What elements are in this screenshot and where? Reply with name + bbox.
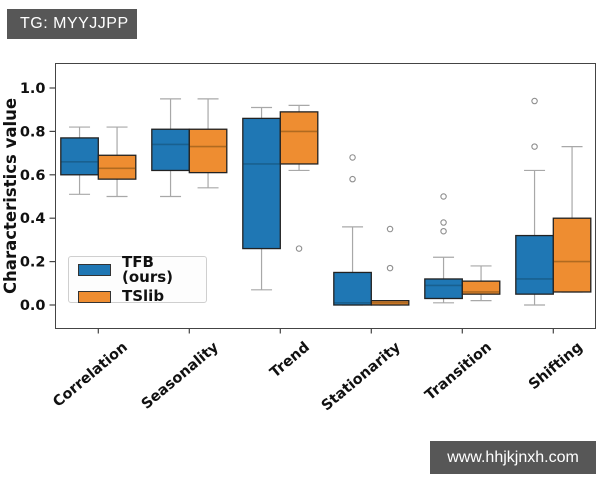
legend-swatch-tslib	[78, 290, 111, 303]
x-tick-label-transition: Transition	[422, 339, 495, 404]
outlier-tslib-stationarity	[386, 264, 394, 272]
box-tfb-ours-seasonality	[151, 128, 190, 172]
tag-badge-label: TG: MYYJJPP	[20, 15, 129, 32]
box-tslib-correlation	[97, 154, 137, 180]
watermark-badge: www.hhjkjnxh.com	[430, 441, 596, 474]
outlier-tfb-ours-stationarity	[349, 175, 356, 183]
legend-label-tfb: TFB (ours)	[122, 253, 174, 286]
y-tick-label: 0.4	[20, 211, 46, 227]
box-tfb-ours-stationarity	[333, 271, 372, 306]
x-tick-label-shifting: Shifting	[526, 339, 586, 393]
box-tfb-ours-trend	[242, 117, 281, 250]
outlier-tfb-ours-transition	[440, 227, 447, 235]
box-tfb-ours-transition	[424, 278, 463, 300]
y-tick-label: 0.2	[20, 255, 46, 271]
tag-badge: TG: MYYJJPP	[7, 9, 137, 39]
outlier-tfb-ours-transition	[440, 219, 447, 226]
outlier-tslib-trend	[295, 245, 303, 252]
x-tick-label-stationarity: Stationarity	[319, 339, 404, 414]
legend-item-tfb: TFB (ours)	[78, 255, 197, 285]
outlier-tslib-stationarity	[386, 225, 394, 233]
box-tslib-transition	[461, 280, 501, 295]
legend: TFB (ours) TSlib	[68, 255, 207, 304]
y-tick-label: 0.0	[20, 298, 46, 314]
y-tick-label: 1.0	[20, 81, 46, 97]
outlier-tfb-ours-shifting	[531, 143, 538, 150]
box-tfb-ours-correlation	[60, 137, 99, 176]
x-tick-label-seasonality: Seasonality	[139, 339, 223, 413]
y-tick-label: 0.8	[20, 124, 46, 140]
y-axis-label: Characteristics value	[1, 98, 20, 294]
box-tslib-shifting	[552, 217, 592, 293]
legend-label-tslib: TSlib	[122, 287, 165, 305]
outlier-tfb-ours-shifting	[531, 97, 538, 105]
outlier-tfb-ours-stationarity	[349, 154, 356, 161]
y-tick-label: 0.6	[20, 168, 46, 184]
legend-swatch-tfb	[78, 264, 111, 276]
legend-item-tslib: TSlib	[78, 289, 197, 304]
box-tslib-seasonality	[188, 128, 228, 174]
box-tslib-trend	[279, 111, 319, 165]
watermark-label: www.hhjkjnxh.com	[447, 448, 579, 466]
box-tfb-ours-shifting	[515, 234, 554, 295]
x-tick-label-trend: Trend	[267, 339, 313, 381]
outlier-tfb-ours-transition	[440, 193, 447, 200]
x-tick-label-correlation: Correlation	[50, 339, 131, 410]
